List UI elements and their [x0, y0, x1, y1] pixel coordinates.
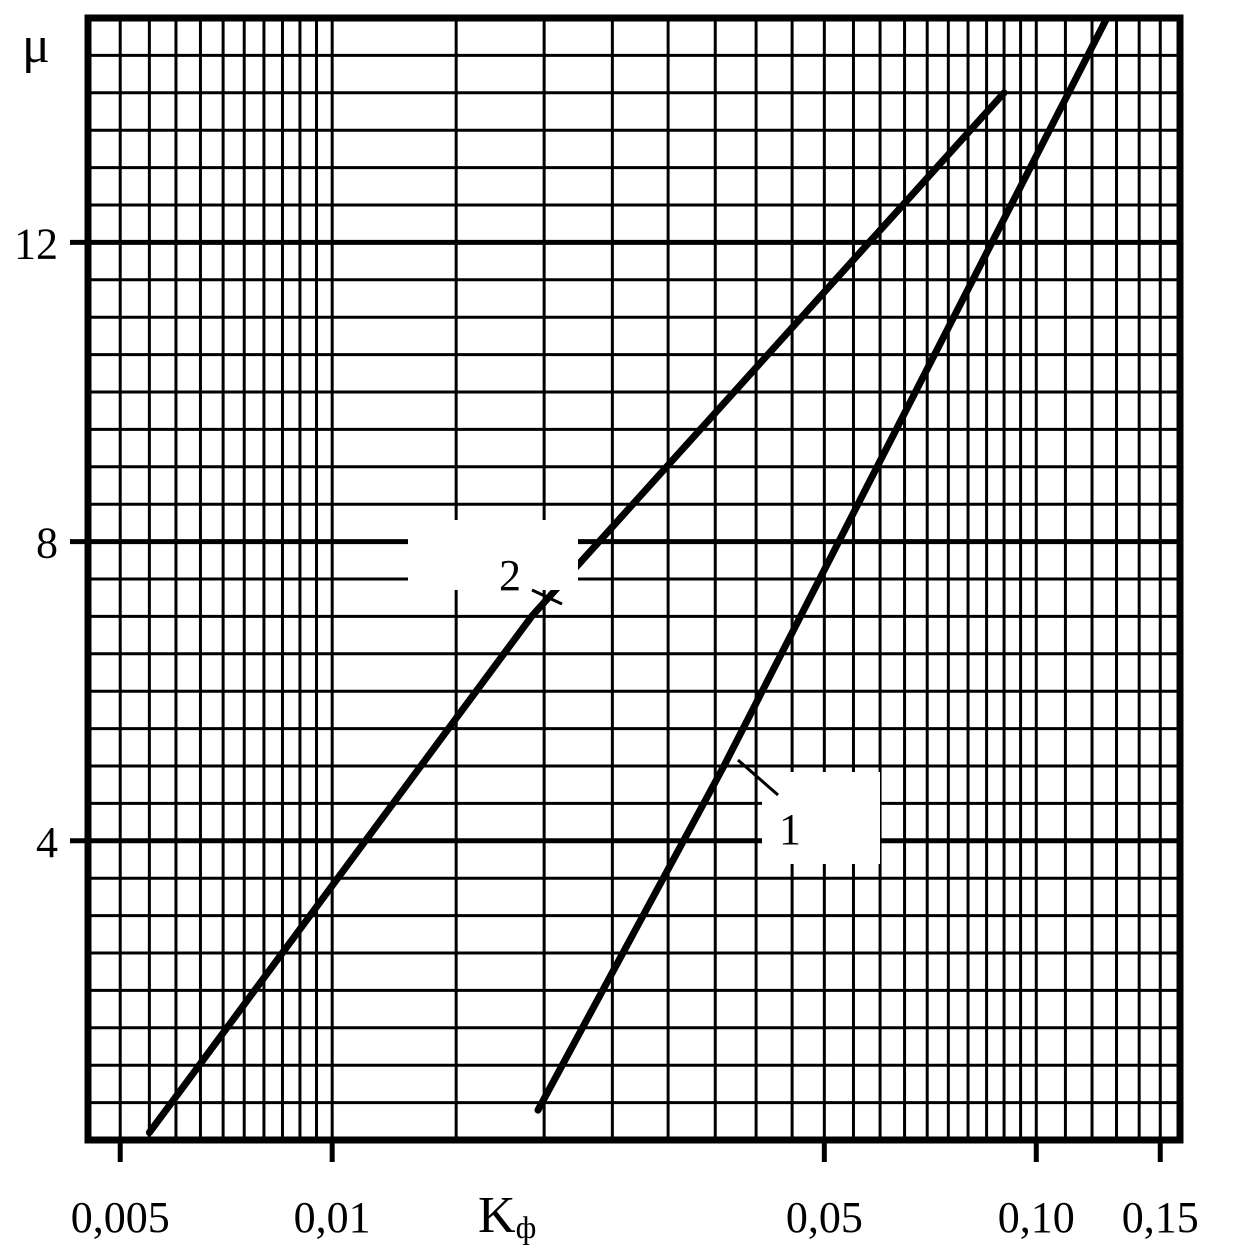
curve-label-2: 2 — [499, 551, 521, 600]
x-axis-title: Kф — [478, 1187, 536, 1245]
y-tick-label: 12 — [14, 219, 58, 268]
x-tick-label: 0,05 — [786, 1193, 863, 1242]
curve-label-1: 1 — [779, 805, 801, 854]
x-tick-label: 0,005 — [71, 1193, 170, 1242]
x-tick-label: 0,15 — [1122, 1193, 1199, 1242]
grid-lines — [88, 18, 1180, 1140]
x-axis-title-sub: ф — [516, 1209, 537, 1245]
y-tick-label: 4 — [36, 818, 58, 867]
series-line-2 — [149, 93, 1004, 1133]
series-lines: 21 — [149, 18, 1107, 1133]
x-axis-title-main: K — [478, 1187, 516, 1244]
curve-label-backing — [408, 520, 578, 590]
y-axis-title: μ — [22, 17, 50, 74]
y-tick-label: 8 — [36, 519, 58, 568]
x-tick-label: 0,01 — [294, 1193, 371, 1242]
x-tick-label: 0,10 — [998, 1193, 1075, 1242]
